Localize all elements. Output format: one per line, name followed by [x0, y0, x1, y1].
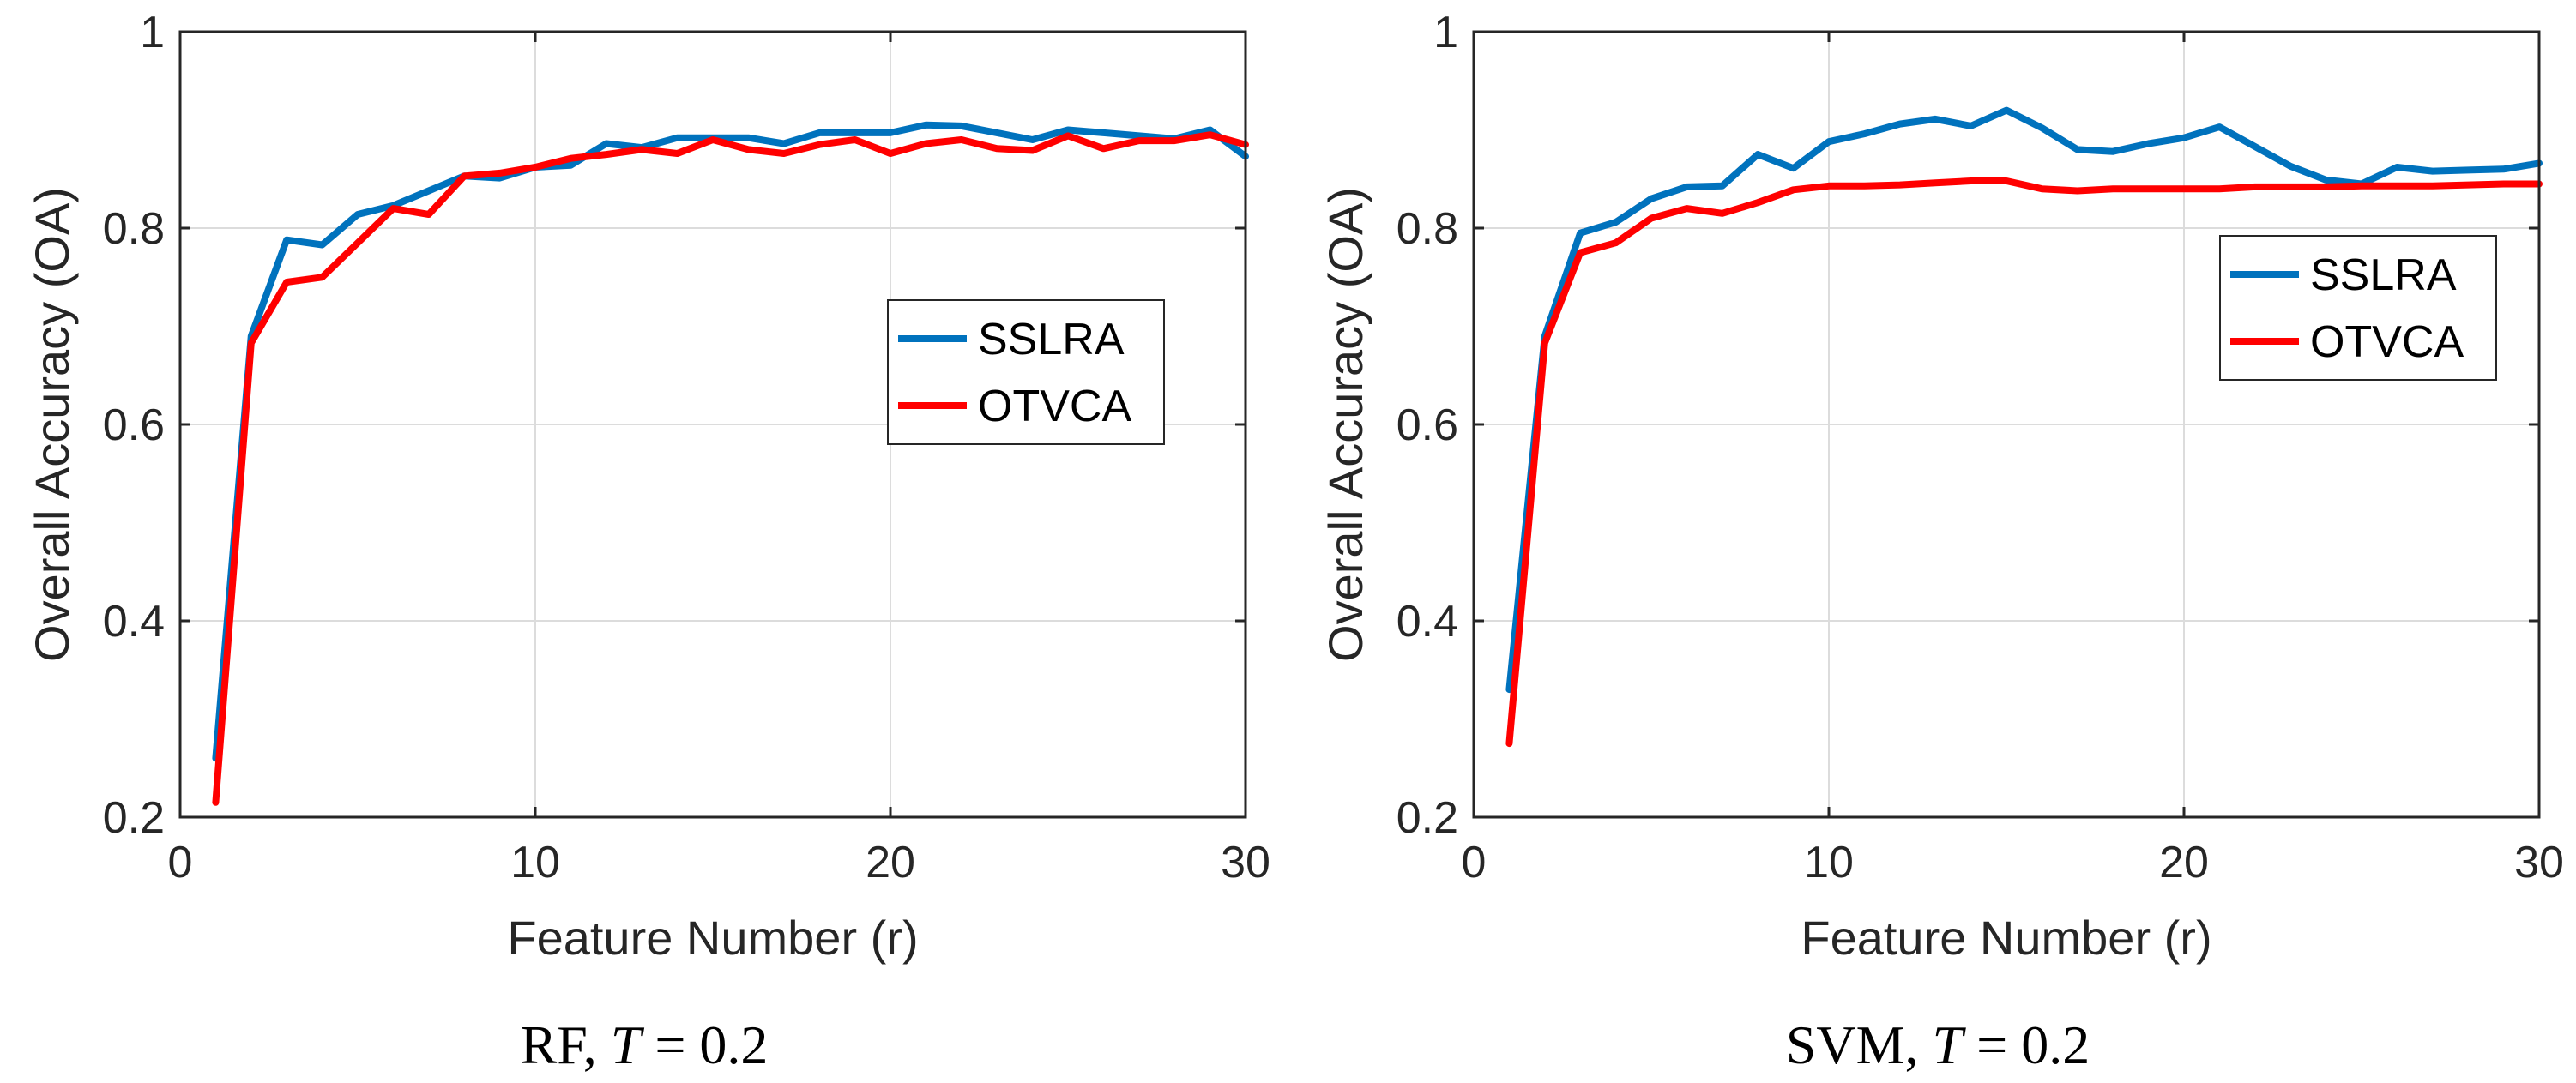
legend-label-sslra: SSLRA: [978, 315, 1125, 364]
legend: SSLRA OTVCA: [2219, 235, 2497, 381]
x-tick-label: 0: [168, 838, 193, 887]
y-tick-label: 0.6: [1397, 400, 1458, 450]
y-tick-label: 1: [140, 8, 165, 57]
series-line-sslra: [1505, 106, 2543, 694]
series-line-otvca: [212, 131, 1249, 806]
chart-panel-svm: 0 10 20 30 0.2 0.4 0.6 0.8 1 Feature Number (r) Ov…: [1318, 8, 2564, 1075]
series-line-otvca: [1505, 177, 2543, 748]
x-tick-label: 30: [2514, 838, 2564, 887]
x-axis-label: Feature Number (r): [1801, 911, 2211, 965]
x-tick-label: 10: [1804, 838, 1854, 887]
y-tick-label: 1: [1433, 8, 1458, 57]
y-tick-label: 0.8: [103, 204, 165, 254]
legend-label-sslra: SSLRA: [2310, 250, 2457, 300]
y-axis-label: Overall Accuracy (OA): [25, 187, 79, 662]
y-tick-label: 0.8: [1397, 204, 1458, 254]
y-tick-label: 0.4: [1397, 597, 1458, 647]
x-tick-label: 20: [866, 838, 915, 887]
series-line-sslra: [212, 121, 1249, 762]
panel-caption: SVM, T = 0.2: [1786, 1014, 2090, 1075]
y-tick-label: 0.4: [103, 597, 165, 647]
legend-box: [2219, 235, 2497, 381]
x-tick-label: 10: [510, 838, 560, 887]
chart-panel-rf: 0 10 20 30 0.2 0.4 0.6 0.8 1 Feature Number (r) Ov…: [25, 8, 1270, 1075]
legend-label-otvca: OTVCA: [978, 382, 1131, 431]
legend: SSLRA OTVCA: [887, 299, 1165, 445]
x-tick-label: 30: [1221, 838, 1270, 887]
y-tick-label: 0.2: [103, 793, 165, 843]
panel-caption: RF, T = 0.2: [521, 1014, 769, 1075]
x-tick-label: 20: [2159, 838, 2209, 887]
legend-box: [887, 299, 1165, 445]
x-axis-label: Feature Number (r): [507, 911, 918, 965]
y-tick-label: 0.6: [103, 400, 165, 450]
legend-label-otvca: OTVCA: [2310, 317, 2464, 367]
y-axis-label: Overall Accuracy (OA): [1318, 187, 1372, 662]
x-tick-label: 0: [1462, 838, 1487, 887]
y-tick-label: 0.2: [1397, 793, 1458, 843]
